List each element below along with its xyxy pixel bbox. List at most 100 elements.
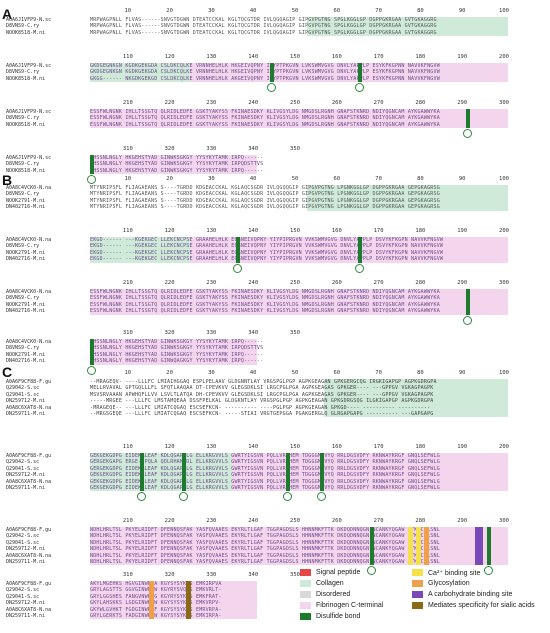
position-tick: 70	[375, 8, 382, 14]
sequence-residues: AKYLMGEHKS HGVGINWRSA KGYSYSYKRS EMKIRPV…	[90, 581, 222, 587]
sequence-row: DN259712-M.ni NDHLHRLTSL PKYELRIDFT DFENN…	[6, 546, 546, 552]
sequence-label: DN259711-M.ni	[6, 410, 46, 417]
sequence-row: A0A6F9CF88-F.gu NDHLHRLTSL PKYELRIDFT DFE…	[6, 527, 546, 533]
fibrinogen-region	[90, 581, 258, 620]
sequence-residues: EKGD------ ---KGEKGEC LLEKCNCPSE GRAAHEL…	[90, 249, 444, 256]
sequence-label: DN259711-M.ni	[6, 484, 46, 491]
sequence-row: A0A8C6XAT8-N.na -MRAGEQE-- ---LLLFC LMIAT…	[6, 405, 546, 411]
position-tick: 120	[164, 444, 175, 450]
sequence-label: A0A8C4VCK0-N.na	[6, 289, 52, 295]
sequence-row: A0A6J1VFP9-N.sc CHSSNLNGLY HKGEHSTYAD GIN…	[6, 155, 546, 161]
collagen-region	[307, 185, 508, 211]
sequence-residues: MRPWAGPNLL FLVAS------SNVGTDGWN DTEATCCK…	[90, 29, 437, 36]
panel-letter: A	[2, 6, 13, 22]
sequence-row: DN259712-M.ni GEKGEKGDPG EIDEKRLEAF KDLQG…	[6, 472, 546, 478]
position-tick: 190	[457, 54, 468, 60]
sequence-label: D8VNS9-C.ry	[6, 161, 40, 168]
fibrinogen-region	[90, 339, 258, 365]
position-tick: 260	[331, 280, 342, 286]
position-tick: 130	[206, 228, 217, 234]
sequence-residues: GKGG------ NKGDKGEKGD CSLDKCQLKE VRNNHEL…	[90, 75, 440, 82]
sequence-residues: CHSSNLNGLY HKGEHSTYAD GINWKSGKGY YYSYKYT…	[90, 345, 264, 352]
position-tick: 220	[164, 100, 175, 106]
sequence-residues: GERGEKGDPG EIDEKRLEAF KDLQGAPRLG ELLKRGV…	[90, 465, 440, 472]
sequence-row: A0A8C4VCK0-N.na ESSFWLNGNK IHLLTSSGTQ QLR…	[6, 289, 546, 295]
disulfide-marker	[266, 83, 276, 93]
sequence-label: Q29041-S.sc	[6, 593, 40, 600]
position-tick: 340	[248, 572, 259, 578]
sequence-residues: GKYLAHSKKS LGDGINWKSW KGYSYSYKRS EMKVRPV…	[90, 600, 222, 607]
position-tick: 100	[499, 8, 509, 14]
position-tick: 20	[166, 176, 173, 182]
disulfide-marker	[87, 175, 96, 185]
legend-label: Fibrinogen C-terminal	[316, 602, 384, 609]
sequence-residues: --MRGSGEQE ---LLLFC LMIATCQGAQ ESCSEFKCN…	[90, 410, 434, 417]
sequence-residues: NDHLHRLTSL PKYELRIDFT DFENNQSFAK YASFQVA…	[90, 558, 440, 565]
position-tick: 10	[124, 176, 132, 182]
position-tick: 130	[206, 444, 217, 450]
alignment-block: 210 220 230 240 250 260 270 280 290 300 A0A8C4VCK0…	[6, 280, 546, 325]
sequence-residues: GERGEKGAPG ERGE--PQLA QDLRHAMSDL ELLKRGV…	[90, 459, 440, 466]
sequence-residues: GRYLGGSHES FANGVNWKSG KGYRYSYKVS EMKFRAT…	[90, 593, 222, 600]
alignment-block: 10 20 30 40 50 60 70 80 90 100 A0A6J1VFP9-N.sc MRPW…	[6, 8, 546, 37]
sequence-residues: NDHLHRLTSL PKYELRIDFT DFENNQSFAK YASFQVA…	[90, 539, 440, 546]
position-tick: 210	[122, 100, 133, 106]
sequence-label: A0A6F9CF88-F.gu	[6, 379, 52, 385]
legend-label: Collagen	[316, 580, 344, 587]
sequence-residues: EKGD------ ---KGEKGEC LLEKCNCPSE GRAAHEL…	[90, 237, 444, 243]
sequence-label: A0A6J1VFP9-N.sc	[6, 155, 52, 161]
position-tick: 310	[122, 330, 133, 336]
disulfide-marker	[367, 566, 377, 576]
disulfide-marker	[354, 83, 364, 93]
sequence-row: NOOK2791-M.ni EKGD------ ---KGEKGEC LLEKC…	[6, 250, 546, 256]
sequence-residues: NDHLHRLTSL PKYELRIDFT DFENNQSFAK YASFQVA…	[90, 546, 440, 553]
position-tick: 320	[164, 330, 175, 336]
sequence-residues: GKDGEGNKGN KGDKGEKGDA CSLDKCQLKE VRNNHEL…	[90, 63, 440, 69]
sequence-label: A0A8C6XAT8-N.na	[6, 478, 52, 485]
sequence-label: D8VNS9-C.ry	[6, 191, 40, 198]
position-tick: 160	[331, 228, 342, 234]
position-tick: 110	[122, 444, 133, 450]
sequence-label: Q29042-S.sc	[6, 385, 40, 392]
sequence-row: Q29041-S.sc NDHLHRLTSL PKYELRIDFT DFENNQS…	[6, 540, 546, 546]
sequence-row: A0A6F9CF88-F.gu --MRAGEQV- ----LLLFC LMIA…	[6, 379, 546, 385]
legend-item: Glycosylation	[412, 579, 470, 588]
sequence-label: DN259711-M.ni	[6, 612, 46, 619]
sequence-row: A0A6F9CF88-F.gu GEKGEKGDPG EIDEKRLEAF KDL…	[6, 453, 546, 459]
sequence-residues: MRPWAGPNLL FLVAS------SNVGTDGWN DTEATCCK…	[90, 17, 437, 23]
position-tick: 350	[290, 330, 300, 336]
position-tick: 180	[415, 54, 426, 60]
fibrinogen-region	[90, 155, 258, 175]
sequence-residues: CHSSNLNGLY HKGEHSTYAD GINWKSGKGY YYSYKYT…	[90, 161, 264, 168]
sequence-label: DN259711-M.ni	[6, 558, 46, 565]
legend-item: A carbohydrate binding site	[412, 590, 512, 599]
sequence-residues: MTYNRIPSFL FLIAGAEANS S----TGRDD KDGEACC…	[90, 197, 440, 204]
legend-label: Signal peptide	[316, 569, 361, 576]
sequence-residues: ESSFWLNGNK IHLLTSSGTQ QLRIDLEDFE GSKTYAK…	[90, 289, 440, 295]
sequence-label: NOOK8518-M.ni	[6, 29, 46, 36]
position-tick: 60	[333, 8, 341, 14]
disulfide-marker	[463, 315, 473, 325]
position-tick: 110	[122, 54, 133, 60]
sequence-label: NOOK8518-M.ni	[6, 121, 46, 128]
sequence-residues: GRYLGERKTS FADGINWRSW KGYSYSYKRS EMKIRPA…	[90, 612, 222, 619]
sequence-row: A0A8C4VCK0-N.na MTYNRIPSFL FLIAGAEANS S--…	[6, 185, 546, 191]
collagen-region	[90, 237, 191, 263]
position-tick: 350	[290, 146, 300, 152]
sequence-row: A0A8C6XAT8-N.na GKYWLGVHKT FGDGINWRKF KGY…	[6, 607, 546, 613]
sequence-label: Q29042-S.sc	[6, 459, 40, 466]
sequence-label: D8VNS9-C.ry	[6, 243, 40, 250]
position-tick: 240	[248, 518, 259, 524]
sequence-row: NOOK8518-M.ni CHSSNLNGLY HKGEHSTYAD GINWK…	[6, 168, 546, 174]
legend-swatch	[412, 602, 423, 609]
sequence-row: A0A8C6XAT8-N.na GEKGEKGDPG EIDEKRLEAF KDL…	[6, 479, 546, 485]
legend-item: Signal peptide	[300, 568, 360, 577]
sequence-row: D8VNS9-C.ry CHSSNLNGLY HKGEHSTYAD GINWKSG…	[6, 345, 546, 351]
sequence-row: DN402716-M.ni ESSFWLNGNK IHLLTSSGTQ QLRID…	[6, 308, 546, 314]
position-tick: 330	[206, 572, 217, 578]
position-ruler: 110 120 130 140 150 160 170 180 190 200	[90, 228, 509, 237]
position-tick: 220	[164, 280, 175, 286]
sequence-residues: MTYNRIPSFL FLIAGAEANS S----TGRDD KDGEACC…	[90, 191, 440, 198]
sequence-label: DN402716-M.ni	[6, 204, 46, 211]
position-tick: 290	[457, 518, 468, 524]
